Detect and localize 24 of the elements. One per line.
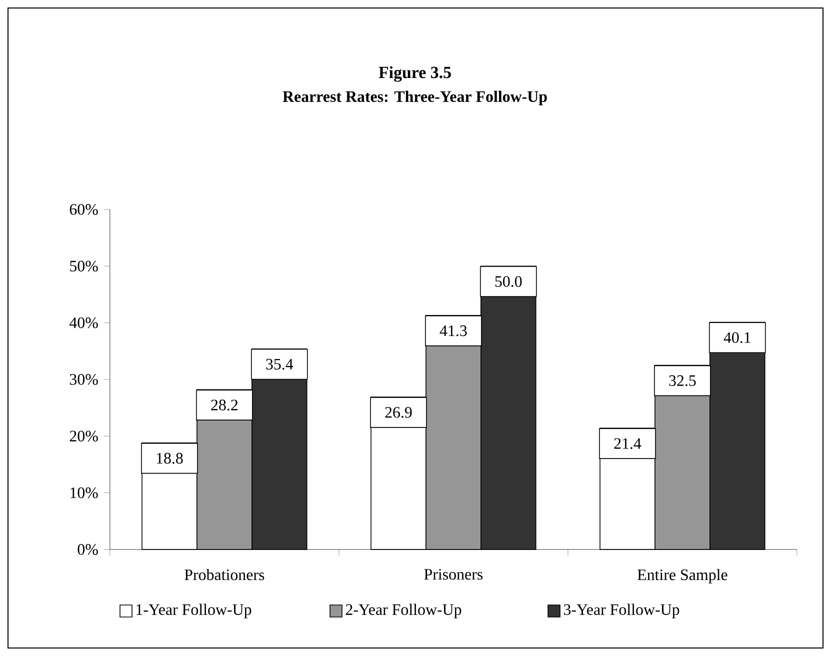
data-label: 41.3 — [440, 325, 467, 336]
data-label: 18.8 — [156, 452, 183, 464]
y-tick-label: 40% — [70, 317, 98, 328]
chart-title: Figure 3.5 — [378, 66, 451, 82]
y-tick-label: 30% — [70, 374, 98, 385]
x-tick-label: Entire Sample — [638, 568, 728, 584]
data-label: 35.4 — [266, 358, 294, 370]
x-tick-label: Prisoners — [424, 568, 483, 580]
data-label: 50.0 — [495, 276, 522, 287]
y-tick-label: 60% — [70, 204, 98, 215]
x-tick-label: Probationers — [184, 568, 264, 580]
legend-label: 2-Year Follow-Up — [346, 604, 462, 618]
legend-label: 1-Year Follow-Up — [136, 604, 252, 618]
data-label: 28.2 — [211, 400, 238, 410]
y-tick-label: 10% — [70, 487, 98, 498]
data-label: 26.9 — [385, 407, 412, 418]
y-tick-label: 0% — [78, 544, 98, 555]
y-tick-label: 50% — [70, 260, 98, 272]
data-label: 40.1 — [724, 332, 750, 344]
y-tick-label: 20% — [70, 430, 98, 442]
chart-subtitle: Rearrest Rates: Three-Year Follow-Up — [282, 90, 547, 106]
legend-label: 3-Year Follow-Up — [564, 604, 680, 618]
data-label: 21.4 — [614, 438, 642, 449]
data-label: 32.5 — [669, 375, 696, 386]
